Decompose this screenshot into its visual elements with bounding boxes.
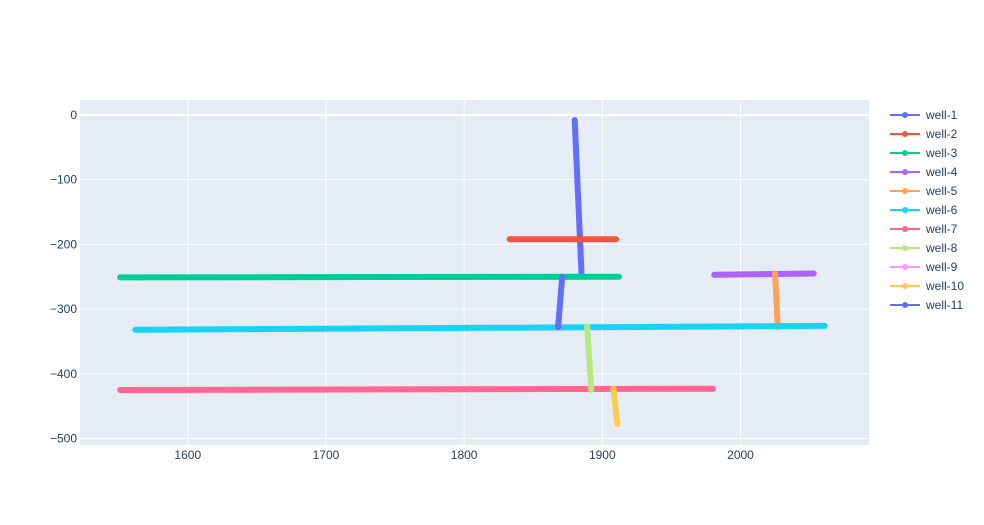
legend-swatch-marker bbox=[902, 264, 908, 270]
y-gridlines bbox=[80, 113, 869, 440]
series-line-well-5[interactable] bbox=[772, 270, 781, 331]
y-tick-label: −400 bbox=[50, 367, 77, 381]
series-line-well-10[interactable] bbox=[610, 385, 621, 428]
legend-item-well-5[interactable]: well-5 bbox=[890, 184, 958, 198]
legend-label: well-10 bbox=[925, 279, 964, 293]
series-line-well-1[interactable] bbox=[571, 117, 585, 279]
legend-label: well-9 bbox=[925, 260, 958, 274]
legend-item-well-3[interactable]: well-3 bbox=[890, 146, 958, 160]
legend-item-well-9[interactable]: well-9 bbox=[890, 260, 958, 274]
y-axis: 0 −100 −200 −300 −400 −500 bbox=[50, 108, 77, 446]
series-line-well-8[interactable] bbox=[584, 323, 595, 393]
legend-item-well-2[interactable]: well-2 bbox=[890, 127, 958, 141]
series-line-well-11[interactable] bbox=[555, 273, 566, 331]
y-tick-label: −500 bbox=[50, 432, 77, 446]
legend-label: well-2 bbox=[925, 127, 958, 141]
y-tick-label: −200 bbox=[50, 237, 77, 251]
x-tick-label: 1600 bbox=[174, 448, 201, 462]
legend-label: well-8 bbox=[925, 241, 958, 255]
legend-label: well-4 bbox=[925, 165, 958, 179]
legend-label: well-6 bbox=[925, 203, 958, 217]
legend-label: well-1 bbox=[925, 108, 958, 122]
x-tick-label: 1800 bbox=[451, 448, 478, 462]
y-tick-label: −100 bbox=[50, 173, 77, 187]
legend-swatch-marker bbox=[902, 188, 908, 194]
legend-item-well-10[interactable]: well-10 bbox=[890, 279, 964, 293]
legend-label: well-7 bbox=[925, 222, 958, 236]
legend-label: well-5 bbox=[925, 184, 958, 198]
legend-item-well-1[interactable]: well-1 bbox=[890, 108, 958, 122]
x-tick-label: 1900 bbox=[589, 448, 616, 462]
series-line-well-3[interactable] bbox=[117, 273, 622, 281]
legend-swatch-marker bbox=[902, 226, 908, 232]
legend-swatch-marker bbox=[902, 169, 908, 175]
y-tick-label: −300 bbox=[50, 302, 77, 316]
legend-swatch-marker bbox=[902, 150, 908, 156]
legend-item-well-11[interactable]: well-11 bbox=[890, 298, 963, 312]
x-tick-label: 2000 bbox=[727, 448, 754, 462]
x-tick-label: 1700 bbox=[313, 448, 340, 462]
legend-label: well-11 bbox=[925, 298, 963, 312]
legend-item-well-8[interactable]: well-8 bbox=[890, 241, 958, 255]
legend-swatch-marker bbox=[902, 245, 908, 251]
series-line-well-7[interactable] bbox=[117, 385, 716, 393]
y-tick-label: 0 bbox=[70, 108, 77, 122]
series-line-well-6[interactable] bbox=[132, 322, 828, 333]
legend[interactable]: well-1 well-2 well-3 well-4 well-5 well-6 well… bbox=[890, 108, 964, 312]
legend-item-well-6[interactable]: well-6 bbox=[890, 203, 958, 217]
series-layer bbox=[117, 117, 828, 428]
legend-swatch-marker bbox=[902, 207, 908, 213]
legend-label: well-3 bbox=[925, 146, 958, 160]
legend-item-well-4[interactable]: well-4 bbox=[890, 165, 958, 179]
legend-swatch-marker bbox=[902, 131, 908, 137]
series-line-well-4[interactable] bbox=[711, 270, 817, 278]
x-axis: 1600 1700 1800 1900 2000 bbox=[174, 448, 754, 462]
legend-swatch-marker bbox=[902, 112, 908, 118]
legend-item-well-7[interactable]: well-7 bbox=[890, 222, 958, 236]
legend-swatch-marker bbox=[902, 302, 908, 308]
legend-swatch-marker bbox=[902, 283, 908, 289]
